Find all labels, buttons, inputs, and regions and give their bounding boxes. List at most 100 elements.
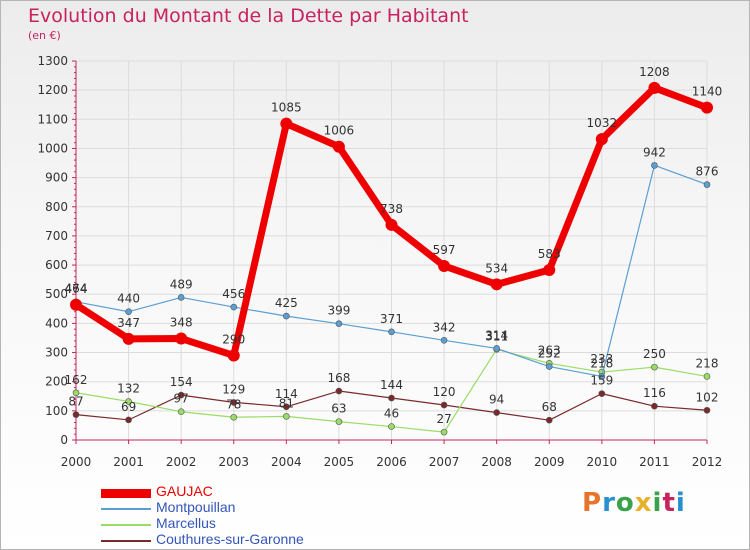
data-point (595, 133, 608, 146)
y-tick-label: 1000 (37, 141, 68, 155)
data-label: 102 (696, 390, 719, 404)
data-point (177, 408, 185, 416)
data-label: 1085 (271, 101, 302, 115)
data-point (651, 363, 658, 371)
data-label: 114 (275, 387, 298, 401)
data-label: 250 (643, 347, 666, 361)
data-point (230, 303, 238, 311)
data-label: 252 (538, 347, 561, 361)
x-tick-label: 2007 (429, 455, 460, 469)
data-point (701, 101, 713, 114)
data-point (545, 363, 553, 370)
x-tick-label: 2009 (534, 455, 565, 469)
logo-letter: t (662, 488, 676, 518)
data-point (703, 181, 711, 188)
data-point (703, 406, 711, 414)
data-point (125, 398, 132, 405)
proxiti-logo: Proxiti (582, 488, 686, 518)
data-point (598, 373, 606, 380)
data-label: 154 (170, 375, 193, 389)
data-point (122, 332, 135, 345)
legend-swatch (101, 524, 151, 526)
data-label: 440 (117, 292, 140, 306)
data-label: 63 (331, 402, 346, 416)
data-label: 129 (222, 382, 245, 396)
data-label: 218 (696, 356, 719, 370)
data-label: 456 (222, 287, 245, 301)
data-label: 132 (117, 382, 140, 396)
legend-swatch (101, 508, 151, 510)
data-label: 534 (485, 261, 508, 275)
data-label: 489 (170, 277, 193, 291)
x-tick-label: 2005 (324, 455, 355, 469)
data-label: 94 (489, 393, 504, 407)
data-label: 1032 (587, 116, 618, 130)
data-label: 348 (170, 316, 193, 330)
data-point (388, 394, 395, 402)
data-point (335, 320, 343, 327)
y-tick-label: 900 (45, 171, 68, 185)
data-label: 738 (380, 202, 403, 216)
legend-label: Couthures-sur-Garonne (156, 531, 304, 547)
data-label: 81 (279, 396, 294, 410)
data-point (177, 294, 185, 301)
logo-letter: i (675, 488, 686, 518)
y-tick-label: 100 (45, 404, 68, 418)
x-tick-label: 2006 (376, 455, 407, 469)
y-tick-label: 800 (45, 200, 68, 214)
data-point (648, 81, 661, 94)
legend-label: GAUJAC (156, 483, 213, 499)
data-point (703, 373, 711, 380)
x-tick-label: 2010 (587, 455, 618, 469)
data-label: 311 (485, 329, 508, 343)
data-label: 27 (436, 412, 451, 426)
logo-letter: r (602, 488, 616, 518)
data-label: 347 (117, 316, 140, 330)
data-label: 1140 (692, 85, 723, 99)
data-point (283, 413, 290, 420)
data-point (493, 345, 500, 352)
logo-letter: i (652, 488, 663, 518)
chart-title: Evolution du Montant de la Dette par Hab… (28, 5, 469, 27)
y-tick-label: 1300 (37, 54, 68, 68)
data-label: 425 (275, 296, 298, 310)
logo-letter: x (634, 488, 653, 518)
data-label: 464 (65, 282, 88, 296)
data-label: 942 (643, 145, 666, 159)
data-label: 97 (174, 392, 189, 406)
data-label: 78 (226, 397, 241, 411)
data-label: 876 (696, 165, 719, 179)
data-point (388, 423, 395, 430)
data-label: 597 (433, 243, 456, 257)
data-label: 159 (590, 374, 613, 388)
data-label: 263 (538, 343, 561, 357)
x-tick-label: 2008 (481, 455, 512, 469)
data-point (440, 336, 448, 344)
data-label: 116 (643, 386, 666, 400)
data-point (280, 117, 293, 130)
data-label: 233 (590, 352, 613, 366)
data-point (440, 401, 448, 409)
data-point (651, 402, 658, 410)
data-point (125, 416, 132, 424)
data-label: 1006 (324, 124, 355, 138)
data-label: 168 (327, 371, 350, 385)
data-point (175, 332, 188, 345)
legend-label: Montpouillan (156, 499, 236, 515)
data-point (283, 403, 290, 411)
data-point (438, 259, 451, 272)
x-tick-label: 2012 (692, 455, 723, 469)
x-tick-label: 2002 (166, 455, 197, 469)
y-tick-label: 600 (45, 258, 68, 272)
data-label: 120 (433, 385, 456, 399)
data-point (177, 391, 185, 399)
data-point (545, 416, 553, 424)
legend-swatch (101, 489, 151, 498)
y-tick-label: 700 (45, 229, 68, 243)
data-label: 1208 (639, 65, 670, 79)
data-point (70, 298, 82, 311)
data-label: 474 (65, 282, 88, 296)
logo-letter: o (615, 488, 635, 518)
